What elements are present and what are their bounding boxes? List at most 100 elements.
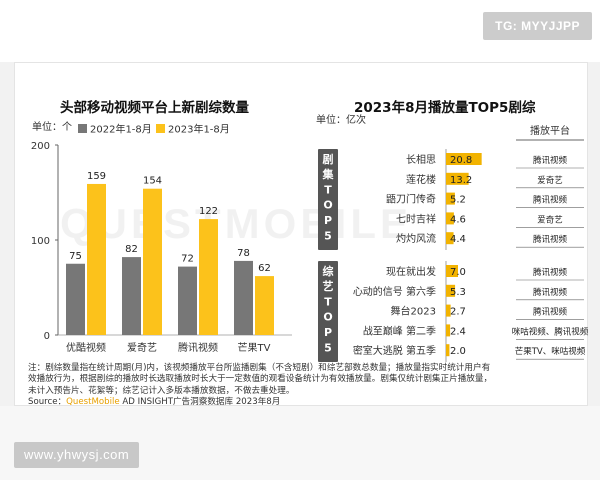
footnote-line-3: 未计入预告片、花絮等；综艺记计入多版本播放数据，不做去重处理。	[28, 385, 295, 396]
legend-label: 2022年1-8月	[90, 123, 152, 136]
category-label: 芒果TV	[238, 341, 271, 354]
footnote-line-1: 注：剧综数量指在统计周期(月)内，该视频播放平台所监播剧集（不含短剧）和综艺部数…	[28, 363, 491, 373]
item-bar	[446, 192, 455, 205]
item-platform: 芒果TV、咪咕视频	[515, 346, 586, 357]
item-value: 20.8	[450, 155, 472, 166]
item-value: 4.4	[450, 234, 466, 245]
item-bar	[446, 324, 451, 337]
item-label: 现在就出发	[386, 265, 436, 278]
item-platform: 腾讯视频	[533, 155, 568, 166]
item-value: 13.2	[450, 175, 472, 186]
legend-label: 2023年1-8月	[168, 123, 230, 136]
y-tick-label: 100	[31, 236, 50, 247]
item-platform: 爱奇艺	[537, 175, 563, 186]
item-platform: 爱奇艺	[537, 214, 563, 225]
item-bar	[446, 153, 482, 165]
item-value: 5.2	[450, 195, 466, 206]
item-label: 心动的信号 第六季	[353, 285, 436, 298]
report-card	[14, 62, 588, 406]
left-margin	[0, 62, 14, 406]
bar-value-label: 159	[87, 171, 106, 182]
item-label: 鼯刀门传奇	[386, 193, 436, 206]
bar	[143, 188, 162, 335]
group-label-char: 艺	[323, 279, 334, 293]
item-bar	[446, 232, 454, 245]
category-label: 优酷视频	[66, 341, 106, 354]
bar	[178, 266, 197, 335]
bar-value-label: 82	[125, 244, 138, 255]
bar	[122, 257, 141, 335]
item-platform: 腾讯视频	[533, 287, 568, 298]
footnote: 注：剧综数量指在统计周期(月)内，该视频播放平台所监播剧集（不含短剧）和综艺部数…	[28, 363, 576, 409]
bar	[87, 183, 106, 335]
item-label: 战至巅峰 第二季	[363, 324, 436, 337]
group-label-char: O	[323, 199, 332, 212]
legend-swatch	[78, 124, 87, 133]
item-label: 长相思	[406, 153, 436, 166]
group-label-char: 5	[324, 341, 332, 354]
right-chart-unit: 单位：亿次	[316, 115, 366, 126]
telegram-tag: TG: MYYJJPP	[483, 12, 592, 40]
item-platform: 咪咕视频、腾讯视频	[512, 326, 589, 337]
group-block	[318, 261, 338, 362]
group-label-char: O	[323, 311, 332, 324]
item-platform: 腾讯视频	[533, 195, 568, 206]
item-platform: 腾讯视频	[533, 267, 568, 278]
group-label-char: 集	[322, 167, 335, 181]
footnote-source: Source：QuestMobile AD INSIGHT广告洞察数据库 202…	[28, 397, 576, 408]
item-bar	[446, 212, 454, 225]
y-tick-label: 0	[44, 331, 50, 342]
item-label: 密室大逃脱 第五季	[353, 344, 436, 357]
bar-value-label: 75	[69, 251, 82, 262]
left-chart-title: 头部移动视频平台上新剧综数量	[60, 100, 249, 116]
item-label: 七时吉祥	[396, 212, 436, 225]
category-label: 腾讯视频	[178, 341, 218, 354]
right-chart-title: 2023年8月播放量TOP5剧综	[354, 100, 536, 116]
item-label: 灼灼风流	[396, 232, 436, 245]
group-label-char: 综	[323, 264, 334, 278]
source-brand: QuestMobile	[66, 397, 120, 408]
bar-value-label: 154	[143, 176, 162, 187]
item-bar	[446, 284, 456, 297]
item-value: 5.3	[450, 287, 466, 298]
y-tick-label: 200	[31, 141, 50, 152]
right-margin	[588, 62, 600, 406]
item-value: 2.7	[450, 307, 466, 318]
bar	[199, 219, 218, 335]
bar	[66, 263, 85, 335]
bar	[255, 276, 274, 335]
group-label-char: P	[324, 326, 332, 339]
source-rest: AD INSIGHT广告洞察数据库 2023年8月	[119, 397, 281, 408]
group-label-char: P	[324, 214, 332, 227]
item-label: 莲花楼	[406, 173, 436, 186]
item-bar	[446, 265, 458, 277]
bar	[234, 260, 253, 335]
group-label-char: 剧	[323, 152, 334, 166]
left-chart-unit: 单位：个	[32, 122, 72, 133]
bar-value-label: 122	[199, 206, 218, 217]
item-value: 2.4	[450, 326, 466, 337]
item-value: 2.0	[450, 346, 466, 357]
group-block	[318, 149, 338, 250]
group-label-char: T	[324, 183, 332, 196]
item-platform: 腾讯视频	[533, 307, 568, 318]
item-label: 舞台2023	[391, 305, 436, 318]
item-platform: 腾讯视频	[533, 234, 568, 245]
bar-value-label: 78	[237, 248, 250, 259]
platform-header: 播放平台	[530, 124, 570, 137]
category-label: 爱奇艺	[127, 341, 157, 354]
legend-swatch	[156, 124, 165, 133]
group-label-char: T	[324, 295, 332, 308]
source-prefix: Source：	[28, 397, 67, 408]
site-tag: www.yhwysj.com	[14, 442, 140, 468]
group-label-char: 5	[324, 229, 332, 242]
footnote-line-2: 效播放行为，根据剧综的播放时长选取播放时长大于一定数值的观看设备统计为有效播放量…	[28, 374, 493, 385]
item-value: 7.0	[450, 267, 466, 278]
item-bar	[446, 344, 450, 357]
bar-value-label: 72	[181, 254, 194, 265]
watermark: QUESTMOBILE	[60, 200, 413, 247]
bar-value-label: 62	[258, 263, 271, 274]
item-bar	[446, 304, 451, 317]
item-bar	[446, 172, 469, 185]
